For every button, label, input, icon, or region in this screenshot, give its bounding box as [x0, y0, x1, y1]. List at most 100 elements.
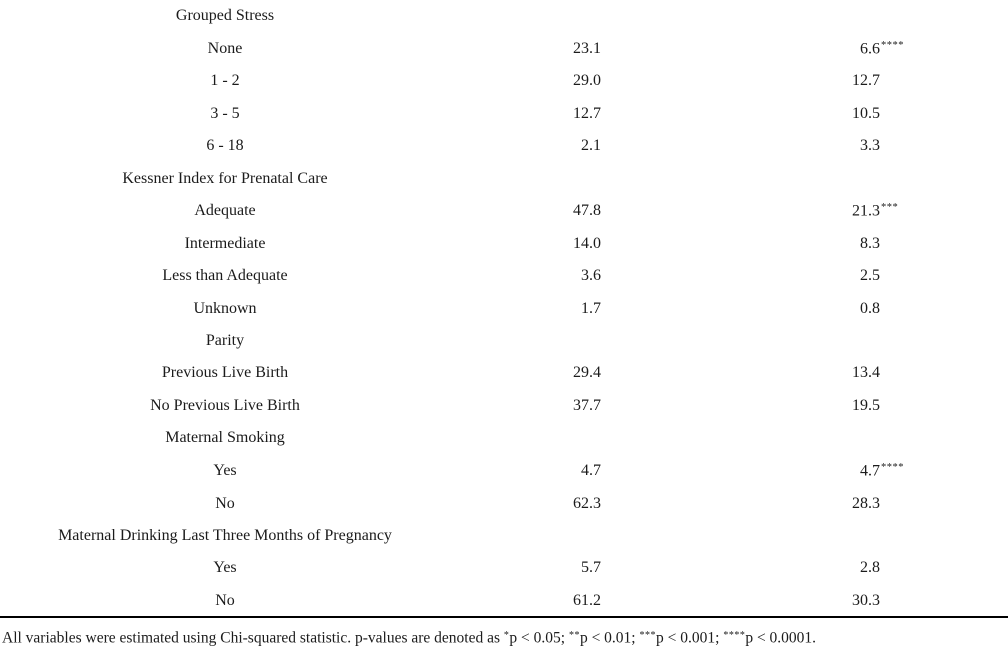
footnote-text-segment: p < 0.0001.: [745, 629, 817, 646]
table-row: 6 - 18 2.1 3.3: [0, 130, 1008, 162]
table-row: Yes 5.7 2.8: [0, 552, 1008, 584]
column1-value: 47.8: [573, 202, 601, 220]
column2-value: 28.3: [852, 494, 880, 512]
column2-cell: 0.8: [601, 299, 881, 317]
row-label: Adequate: [194, 202, 256, 220]
table-row: Kessner Index for Prenatal Care: [0, 162, 1008, 194]
column2-value: 30.3: [852, 591, 880, 609]
column1-value: 4.7: [581, 461, 601, 479]
column1-value: 23.1: [573, 39, 601, 57]
row-label: No: [215, 591, 235, 609]
row-label: Yes: [213, 559, 237, 577]
significance-asterisks: ****: [881, 461, 904, 473]
row-label: 3 - 5: [210, 104, 240, 122]
table-row: 1 - 2 29.0 12.7: [0, 65, 1008, 97]
row-label: Yes: [213, 461, 237, 479]
row-label: Maternal Smoking: [165, 429, 285, 447]
table-row: Unknown 1.7 0.8: [0, 293, 1008, 325]
column2-cell: 30.3: [601, 591, 881, 609]
row-label: Previous Live Birth: [161, 364, 289, 382]
column2-value: 2.8: [860, 559, 880, 577]
table-row: Maternal Smoking: [0, 422, 1008, 454]
row-label: None: [207, 39, 243, 57]
footnote-text-segment: p < 0.01;: [579, 629, 640, 646]
column2-value: 10.5: [852, 104, 880, 122]
footnote-text-segment: p < 0.05;: [509, 629, 569, 646]
footnote-text-segment: All variables were estimated using Chi-s…: [2, 629, 504, 646]
column1-value: 3.6: [581, 267, 601, 285]
column2-cell: 10.5: [601, 104, 881, 122]
column2-cell: 28.3: [601, 494, 881, 512]
column2-cell: 13.4: [601, 365, 881, 381]
column2-cell: 12.7: [601, 73, 881, 89]
row-label: Grouped Stress: [175, 7, 275, 25]
column2-value: 12.7: [852, 72, 880, 90]
column1-value: 14.0: [573, 234, 601, 252]
column1-value: 12.7: [573, 104, 601, 122]
row-label: Maternal Drinking Last Three Months of P…: [58, 526, 392, 544]
table-row: Grouped Stress: [0, 0, 1008, 32]
column2-cell: 6.6****: [601, 39, 904, 58]
column1-value: 2.1: [581, 137, 601, 155]
table-row: Intermediate 14.0 8.3: [0, 228, 1008, 260]
column2-value: 3.3: [860, 137, 880, 155]
column2-cell: 19.5: [601, 396, 881, 414]
table-row: No Previous Live Birth 37.7 19.5: [0, 390, 1008, 422]
column1-value: 5.7: [581, 559, 601, 577]
row-label: Unknown: [193, 299, 257, 317]
column1-value: 62.3: [573, 494, 601, 512]
column2-cell: 3.3: [601, 138, 881, 154]
row-label: No Previous Live Birth: [150, 396, 300, 414]
column1-value: 1.7: [581, 299, 601, 317]
column2-cell: 2.8: [601, 560, 881, 576]
table-row: No 61.2 30.3: [0, 585, 1008, 617]
column2-cell: 21.3***: [601, 202, 899, 220]
significance-asterisks: ***: [881, 202, 899, 214]
footnote-significance-asterisks: **: [568, 630, 580, 641]
footnote-significance-asterisks: ****: [723, 630, 746, 641]
column2-value: 8.3: [860, 234, 880, 252]
column2-cell: [601, 528, 881, 544]
column1-value: 29.0: [573, 72, 601, 90]
row-label: 1 - 2: [210, 72, 240, 90]
row-label: Kessner Index for Prenatal Care: [122, 169, 328, 187]
column1-value: 61.2: [573, 591, 601, 609]
column2-value: 2.5: [860, 267, 880, 285]
row-label: No: [215, 494, 235, 512]
table-footnote: All variables were estimated using Chi-s…: [2, 626, 1006, 646]
column2-cell: [601, 8, 881, 24]
footnote-significance-asterisks: *: [503, 630, 510, 641]
column2-cell: [601, 171, 881, 187]
footnote-significance-asterisks: ***: [639, 630, 656, 641]
column2-cell: 8.3: [601, 234, 881, 252]
column2-cell: [601, 430, 881, 446]
table-row: Maternal Drinking Last Three Months of P…: [0, 520, 1008, 552]
table-bottom-rule: [0, 616, 1008, 618]
footnote-text-segment: p < 0.001;: [656, 629, 724, 646]
table-row: Adequate 47.8 21.3***: [0, 195, 1008, 228]
column2-cell: 4.7****: [601, 461, 904, 480]
column2-value: 19.5: [852, 396, 880, 414]
column1-value: 29.4: [573, 364, 601, 382]
row-label: Parity: [205, 332, 245, 350]
column2-cell: 2.5: [601, 268, 881, 284]
row-label: 6 - 18: [206, 137, 244, 155]
row-label: Intermediate: [184, 234, 266, 252]
table-row: Parity: [0, 325, 1008, 357]
table-row: Less than Adequate 3.6 2.5: [0, 260, 1008, 292]
table-row: No 62.3 28.3: [0, 487, 1008, 519]
statistics-table: Grouped Stress None 23.1 6.6**** 1 - 2 2…: [0, 0, 1008, 617]
column2-value: 13.4: [852, 364, 880, 382]
significance-asterisks: ****: [881, 39, 904, 51]
column2-value: 21.3: [852, 202, 880, 220]
column1-value: 37.7: [573, 396, 601, 414]
table-row: 3 - 5 12.7 10.5: [0, 98, 1008, 130]
table-row: Previous Live Birth 29.4 13.4: [0, 357, 1008, 389]
column2-value: 0.8: [860, 299, 880, 317]
column2-cell: [601, 333, 881, 349]
column2-value: 4.7: [860, 462, 880, 480]
column2-value: 6.6: [860, 40, 880, 58]
table-row: None 23.1 6.6****: [0, 32, 1008, 65]
row-label: Less than Adequate: [162, 267, 288, 285]
